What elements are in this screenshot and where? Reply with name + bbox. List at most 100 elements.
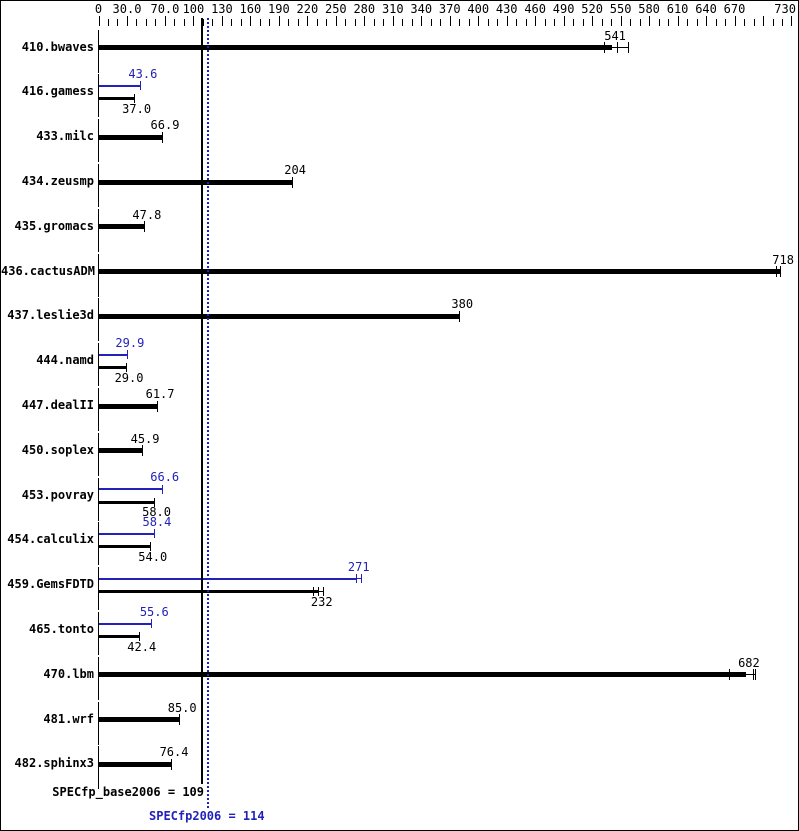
axis-minor-tick xyxy=(287,19,289,26)
run-tick xyxy=(291,176,293,188)
run-range-line xyxy=(745,674,756,676)
benchmark-label: 465.tonto xyxy=(28,622,94,636)
axis-minor-tick xyxy=(268,19,270,26)
axis-tick-label: 30.0 xyxy=(112,2,142,16)
result-bar-peak xyxy=(98,622,152,625)
row-axis-segment xyxy=(98,567,99,611)
result-bar-base xyxy=(98,45,613,51)
benchmark-label: 410.bwaves xyxy=(21,39,94,54)
result-bar-base xyxy=(98,366,127,370)
row-axis-segment xyxy=(98,164,99,207)
run-tick xyxy=(616,42,618,54)
score-label-base: 47.8 xyxy=(132,207,162,222)
result-bar-base xyxy=(98,224,144,230)
row-axis-segment xyxy=(98,119,99,163)
result-bar-base xyxy=(98,134,162,140)
axis-minor-tick xyxy=(107,19,109,26)
row-axis-segment xyxy=(98,74,99,118)
axis-tick-label: 70.0 xyxy=(150,2,180,16)
axis-tick-label: 610 xyxy=(666,2,689,16)
axis-minor-tick xyxy=(496,19,498,26)
run-tick xyxy=(153,497,155,507)
axis-tick-label: 730 xyxy=(774,2,796,16)
result-bar-base xyxy=(98,635,139,638)
benchmark-label: 447.dealII xyxy=(21,398,94,412)
axis-major-tick xyxy=(420,16,422,26)
axis-minor-tick xyxy=(316,19,318,26)
axis-tick-label: 310 xyxy=(381,2,404,16)
row-axis-segment xyxy=(98,253,99,297)
axis-minor-tick xyxy=(439,19,441,26)
axis-tick-label: 550 xyxy=(609,2,632,16)
axis-minor-tick xyxy=(411,19,413,26)
axis-major-tick xyxy=(306,16,308,26)
axis-minor-tick xyxy=(116,19,118,26)
score-label-base: 232 xyxy=(310,594,333,609)
axis-major-tick xyxy=(477,16,479,26)
axis-minor-tick xyxy=(173,19,175,26)
run-tick xyxy=(360,574,362,584)
axis-tick-label: 490 xyxy=(552,2,575,16)
benchmark-label: 453.povray xyxy=(21,487,94,502)
row-axis-segment xyxy=(98,208,99,252)
axis-minor-tick xyxy=(743,19,745,26)
axis-minor-tick xyxy=(658,19,660,26)
axis-major-tick xyxy=(98,16,100,26)
run-tick xyxy=(133,94,135,104)
row-axis-segment xyxy=(98,477,99,521)
result-bar-base xyxy=(98,761,172,767)
run-tick xyxy=(728,669,730,681)
score-label-base: 58.0 xyxy=(142,505,171,520)
result-bar-peak xyxy=(98,532,154,535)
base-mean-line xyxy=(201,18,203,784)
axis-tick-label: 100 xyxy=(182,2,205,16)
row-axis-segment xyxy=(98,29,99,73)
benchmark-label: 454.calculix xyxy=(7,532,94,547)
axis-minor-tick xyxy=(297,19,299,26)
row-axis-segment xyxy=(98,432,99,476)
run-tick xyxy=(603,42,605,54)
axis-major-tick xyxy=(620,16,622,26)
score-label-base: 54.0 xyxy=(138,549,168,564)
run-tick xyxy=(153,529,155,539)
result-bar-peak xyxy=(98,488,162,491)
axis-major-tick xyxy=(762,16,764,26)
run-tick xyxy=(754,669,756,681)
run-tick xyxy=(143,221,145,233)
axis-tick-label: 670 xyxy=(723,2,746,16)
axis-tick-label: 190 xyxy=(268,2,290,16)
score-label-base: 85.0 xyxy=(167,700,197,715)
benchmark-label: 433.milc xyxy=(36,129,94,144)
run-tick xyxy=(125,363,127,373)
axis-minor-tick xyxy=(135,19,137,26)
axis-minor-tick xyxy=(382,19,384,26)
run-tick xyxy=(775,266,777,278)
score-label-base: 66.9 xyxy=(150,118,180,133)
run-tick xyxy=(458,310,460,322)
axis-minor-tick xyxy=(525,19,527,26)
axis-minor-tick xyxy=(629,19,631,26)
axis-minor-tick xyxy=(325,19,327,26)
benchmark-label: 436.cactusADM xyxy=(1,263,95,278)
axis-tick-label: 580 xyxy=(638,2,660,16)
run-tick xyxy=(627,42,629,54)
score-label-peak: 271 xyxy=(347,559,370,574)
run-tick xyxy=(355,574,357,584)
score-label-base: 541 xyxy=(604,28,626,43)
axis-minor-tick xyxy=(373,19,375,26)
axis-minor-tick xyxy=(753,19,755,26)
axis-minor-tick xyxy=(230,19,232,26)
run-tick xyxy=(139,81,141,91)
row-axis-segment xyxy=(98,746,99,790)
axis-minor-tick xyxy=(610,19,612,26)
axis-major-tick xyxy=(192,16,194,26)
axis-tick-label: 160 xyxy=(239,2,262,16)
axis-major-tick xyxy=(392,16,394,26)
axis-minor-tick xyxy=(259,19,261,26)
benchmark-label: 444.namd xyxy=(36,353,94,368)
axis-major-tick xyxy=(506,16,508,26)
run-tick xyxy=(178,714,180,726)
score-label-peak: 43.6 xyxy=(128,66,158,81)
axis-major-tick xyxy=(790,16,792,26)
axis-major-tick xyxy=(335,16,337,26)
